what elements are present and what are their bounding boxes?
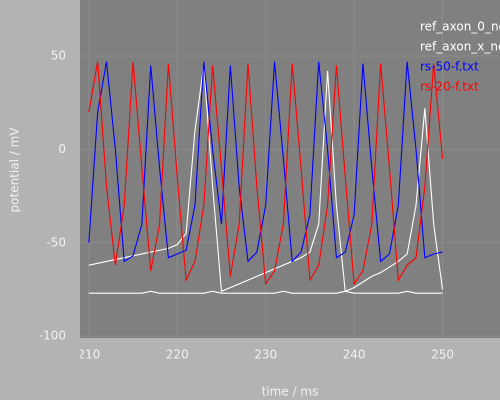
y-tick-label: 0 (58, 142, 66, 156)
trace-line (88, 290, 443, 294)
y-ticks: -100 -50 0 50 (39, 49, 66, 343)
x-axis-label: time / ms (262, 385, 319, 399)
legend-entry: ref_axon_x_ne (420, 40, 500, 54)
legend-entry: rs-50-f.txt (420, 60, 479, 74)
x-tick-label: 210 (77, 348, 100, 362)
x-ticks: 210 220 230 240 250 (77, 348, 454, 362)
y-tick-label: -100 (39, 329, 66, 343)
legend: ref_axon_0_ne ref_axon_x_ne rs-50-f.txt rs-… (420, 20, 500, 94)
x-tick-label: 230 (254, 348, 277, 362)
y-axis-label: potential / mV (8, 127, 22, 213)
trace-line (88, 61, 443, 263)
x-tick-label: 250 (431, 348, 454, 362)
y-tick-label: 50 (51, 49, 66, 63)
y-tick-label: -50 (46, 235, 66, 249)
legend-entry: ref_axon_0_ne (420, 20, 500, 34)
legend-entry: rs-20-f.txt (420, 80, 479, 94)
traces (88, 61, 444, 294)
x-tick-label: 240 (343, 348, 366, 362)
trace-line (88, 61, 444, 286)
trace-line (88, 65, 444, 293)
x-tick-label: 220 (166, 348, 189, 362)
